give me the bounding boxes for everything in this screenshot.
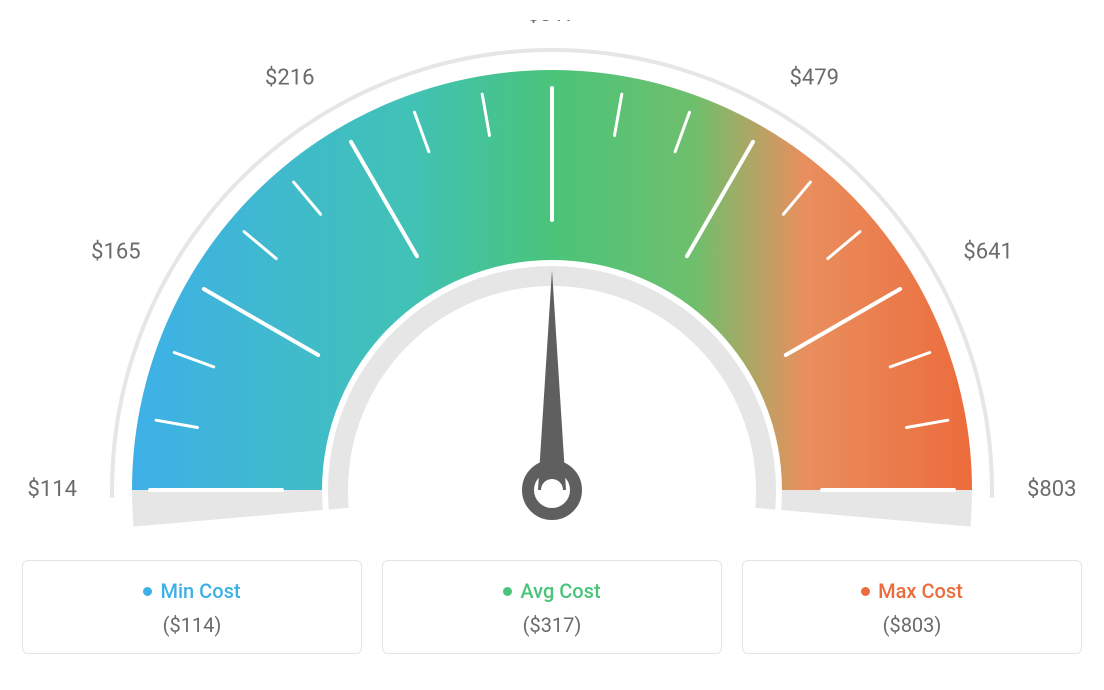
legend-value-avg: ($317) (393, 613, 711, 637)
gauge-tick-label: $479 (790, 66, 839, 91)
legend-card-min: Min Cost ($114) (22, 560, 362, 654)
legend-dot-min (143, 587, 152, 596)
legend-card-max: Max Cost ($803) (742, 560, 1082, 654)
legend-dot-avg (503, 587, 512, 596)
gauge-svg: $114 $165 $216 $317 $479 $641 $803 (22, 20, 1082, 540)
gauge-tick-label: $317 (527, 20, 576, 27)
legend-dot-max (861, 587, 870, 596)
legend-label-max: Max Cost (878, 579, 963, 603)
gauge-tick-label: $216 (265, 66, 314, 91)
gauge-chart: $114 $165 $216 $317 $479 $641 $803 (22, 20, 1082, 540)
gauge-tick-label: $114 (28, 477, 77, 502)
legend-value-min: ($114) (33, 613, 351, 637)
gauge-tick-label: $641 (963, 240, 1012, 265)
gauge-tick-label: $165 (91, 240, 140, 265)
gauge-tick-label: $803 (1027, 477, 1076, 502)
legend-title-min: Min Cost (143, 579, 240, 603)
legend-title-max: Max Cost (861, 579, 963, 603)
legend-row: Min Cost ($114) Avg Cost ($317) Max Cost… (22, 560, 1082, 654)
legend-title-avg: Avg Cost (503, 579, 600, 603)
legend-card-avg: Avg Cost ($317) (382, 560, 722, 654)
legend-label-min: Min Cost (160, 579, 240, 603)
legend-value-max: ($803) (753, 613, 1071, 637)
legend-label-avg: Avg Cost (520, 579, 600, 603)
